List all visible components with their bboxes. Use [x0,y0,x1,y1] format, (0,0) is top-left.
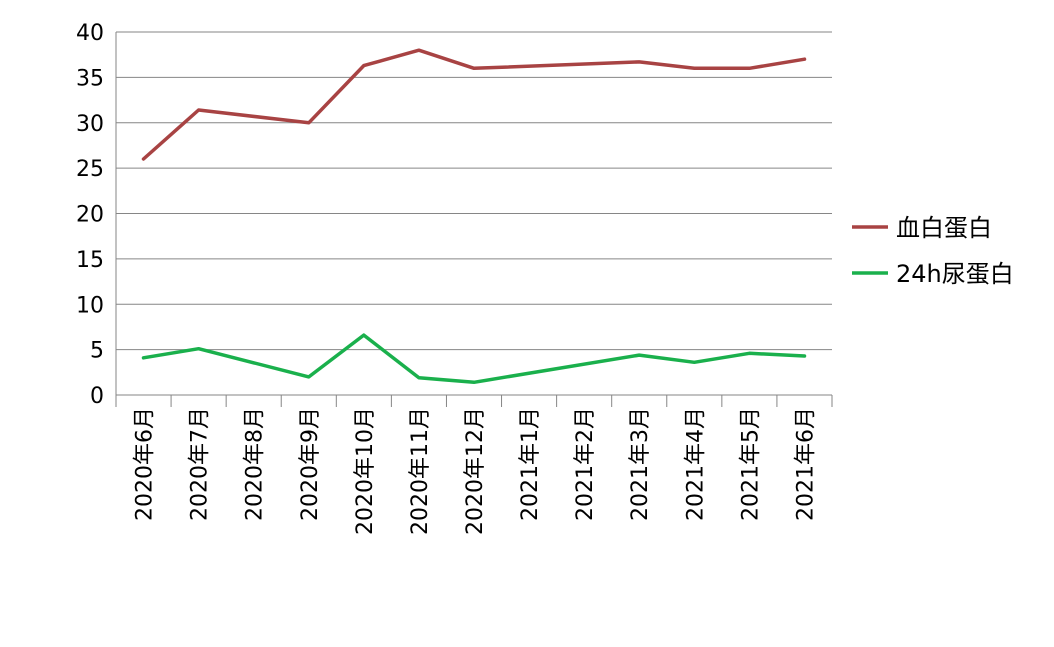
y-tick-label: 15 [76,248,104,273]
y-tick-label: 25 [76,157,104,182]
legend: 血白蛋白 24h尿蛋白 [852,214,1014,288]
x-tick-label: 2020年7月 [188,407,213,521]
axes [115,32,833,407]
y-tick-label: 30 [76,112,104,137]
x-tick-label: 2020年10月 [353,407,378,535]
x-tick-label: 2020年12月 [463,407,488,535]
x-tick-label: 2021年3月 [628,407,653,521]
legend-label-2: 24h尿蛋白 [896,260,1014,288]
x-tick-label: 2020年11月 [408,407,433,535]
x-tick-label: 2021年4月 [683,407,708,521]
x-tick-label: 2021年1月 [518,407,543,521]
x-tick-label: 2020年6月 [133,407,158,521]
legend-label-1: 血白蛋白 [896,214,992,242]
x-axis-tick-labels: 2020年6月 2020年7月 2020年8月 2020年9月 2020年10月 2020… [133,407,819,535]
y-tick-label: 10 [76,293,104,318]
y-tick-label: 20 [76,203,104,228]
series-line-2 [141,333,807,385]
series-lines [141,48,807,385]
x-tick-label: 2021年5月 [738,407,763,521]
gridlines [116,31,832,351]
x-tick-label: 2020年9月 [298,407,323,521]
y-tick-label: 35 [76,66,104,91]
x-tick-label: 2020年8月 [243,407,268,521]
y-axis-tick-labels: 0 5 10 15 20 25 30 35 40 [76,21,104,409]
y-tick-label: 40 [76,21,104,46]
x-tick-label: 2021年2月 [573,407,598,521]
series-line-1 [141,48,807,161]
y-tick-label: 5 [90,339,104,364]
y-tick-label: 0 [90,384,104,409]
x-tick-label: 2021年6月 [793,407,818,521]
